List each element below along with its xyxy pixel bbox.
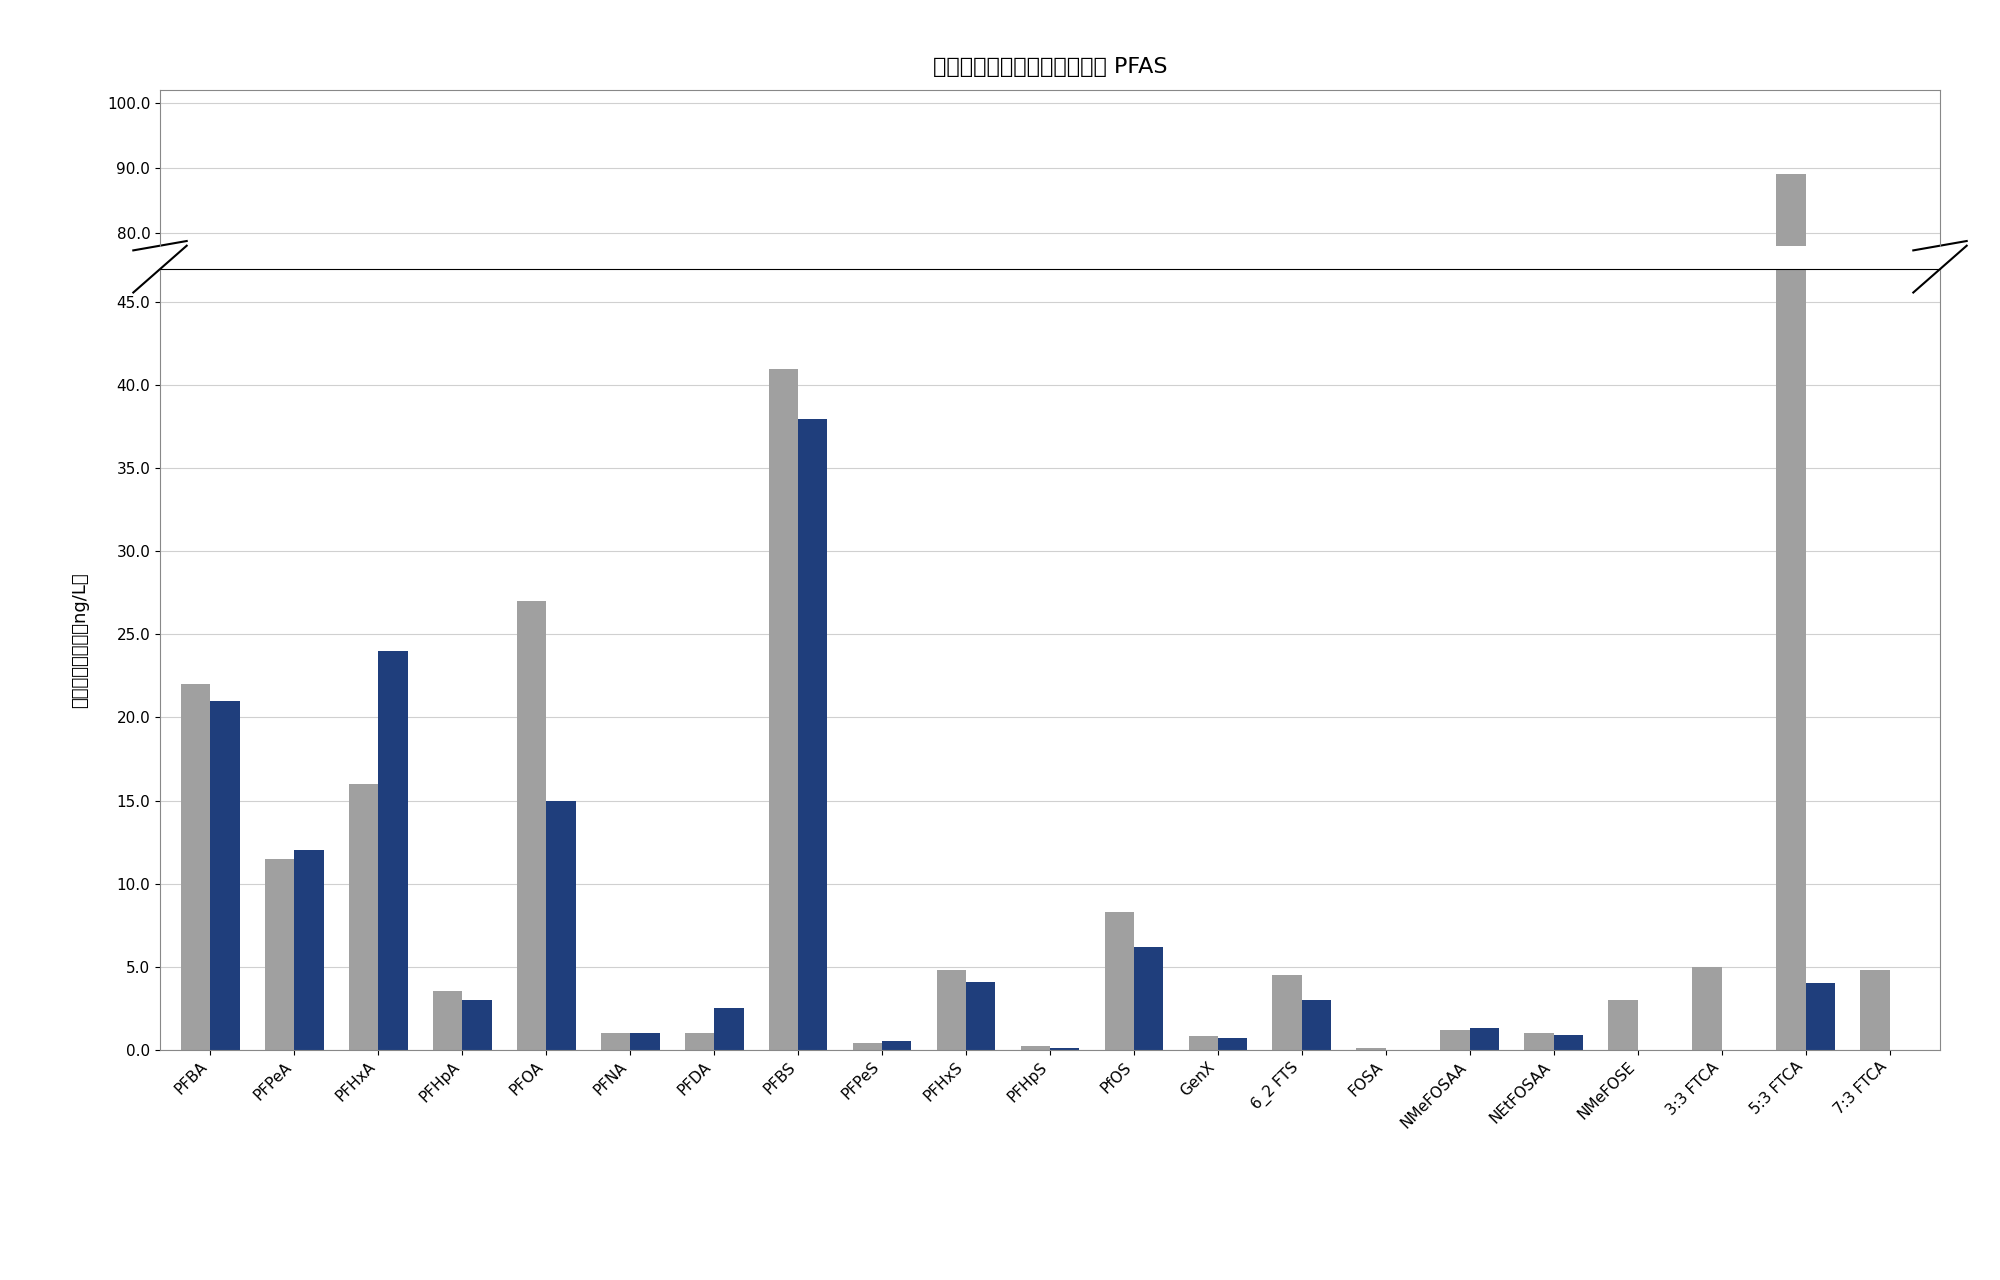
Bar [1104,699,1134,753]
Bar [1608,733,1638,753]
Bar [1188,1037,1218,1050]
Bar [348,649,378,753]
Bar [768,369,798,1050]
Bar [1134,947,1164,1050]
Bar [966,726,996,753]
Bar [294,850,324,1050]
Bar [1272,975,1302,1050]
Bar [378,596,408,753]
Bar [936,722,966,753]
Bar [462,1000,492,1050]
Bar [1692,966,1722,1050]
Bar [180,685,210,1050]
Bar [1218,1038,1248,1050]
Bar [798,506,828,753]
Bar [432,992,462,1050]
Bar [432,731,462,753]
Bar [684,1033,714,1050]
Bar [1470,1028,1500,1050]
Bar [1440,745,1470,753]
Bar [1524,746,1554,753]
Title: 廃水サンプル中に検出された PFAS: 廃水サンプル中に検出された PFAS [932,56,1168,77]
Bar [852,1043,882,1050]
Bar [1134,713,1164,753]
Bar [1218,749,1248,753]
Bar [516,577,546,753]
Bar [1302,733,1332,753]
Bar [714,1009,744,1050]
Bar [1806,983,1836,1050]
Bar [714,737,744,753]
Bar [210,617,240,753]
Bar [210,701,240,1050]
Bar [1050,1048,1080,1050]
Bar [1860,970,1890,1050]
Bar [684,746,714,753]
Bar [348,783,378,1050]
Legend: 流入廃水, 流出廃水: 流入廃水, 流出廃水 [940,1276,1160,1280]
Bar [966,982,996,1050]
Bar [1020,1046,1050,1050]
Bar [264,859,294,1050]
Bar [1554,748,1584,753]
Bar [882,1042,912,1050]
Bar [936,970,966,1050]
Bar [1302,1000,1332,1050]
Bar [1272,723,1302,753]
Bar [1608,1000,1638,1050]
Bar [378,652,408,1050]
Bar [1554,1034,1584,1050]
Bar [600,1033,630,1050]
Bar [1440,1029,1470,1050]
Bar [462,733,492,753]
Bar [546,800,576,1050]
Bar [264,678,294,753]
Bar [852,750,882,753]
Bar [1470,745,1500,753]
Bar [1020,751,1050,753]
Bar [1524,1033,1554,1050]
Bar [180,611,210,753]
Text: サンプル中濃度（ng/L）: サンプル中濃度（ng/L） [72,572,88,708]
Bar [1806,727,1836,753]
Bar [1692,721,1722,753]
Bar [516,602,546,1050]
Bar [798,419,828,1050]
Bar [294,675,324,753]
Bar [1188,748,1218,753]
Bar [1776,0,1806,1050]
Bar [882,750,912,753]
Bar [768,486,798,753]
Bar [630,746,660,753]
Bar [1776,174,1806,753]
Bar [1104,911,1134,1050]
Bar [630,1033,660,1050]
Bar [600,746,630,753]
Bar [1860,722,1890,753]
Bar [1356,1048,1386,1050]
Bar [546,655,576,753]
